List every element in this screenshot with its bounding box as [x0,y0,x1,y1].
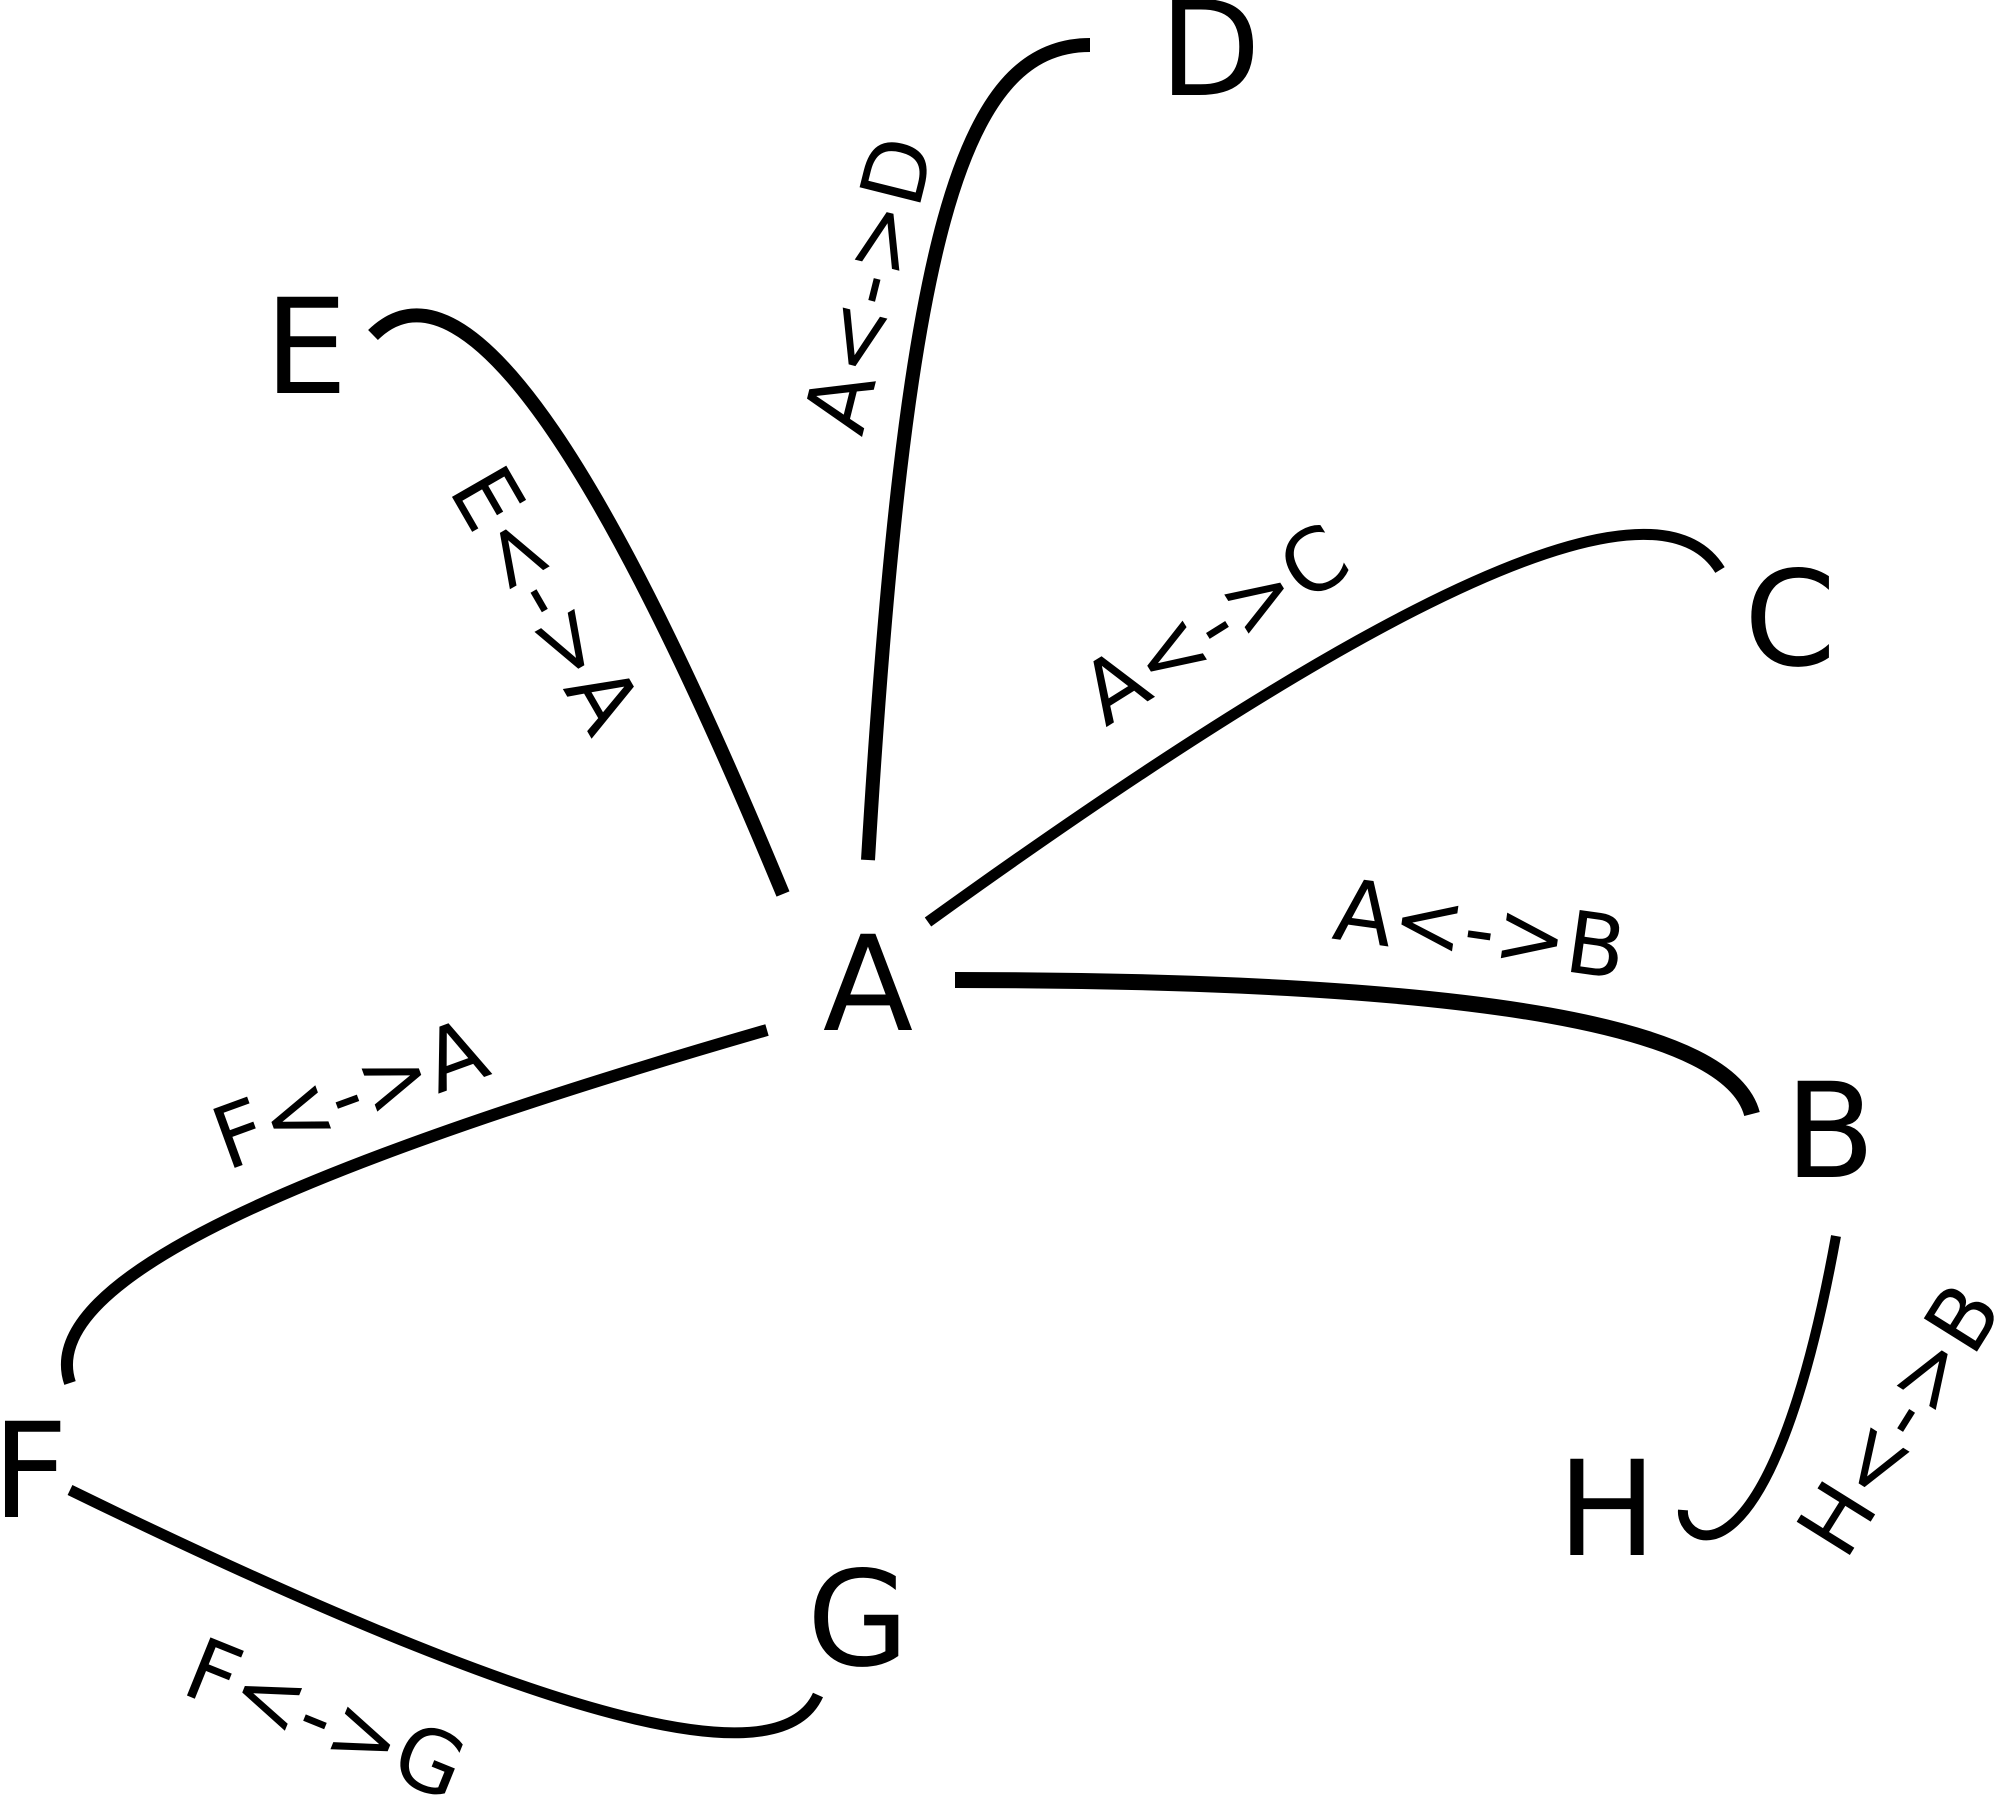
node-h-label: H [1557,1433,1656,1587]
node-d-label: D [1159,0,1261,127]
edge-f-a [60,1024,769,1385]
edge-a-d [861,38,1091,861]
node-c-label: C [1744,543,1836,697]
node-b-label: B [1785,1055,1876,1209]
edge-a-c [924,528,1725,927]
node-f-label: F [0,1395,68,1549]
edge-e-a [368,308,790,897]
edge-h-b [1677,1235,1841,1541]
node-a-label: A [823,908,913,1062]
node-e-label: E [264,271,347,425]
node-g-label: G [807,1543,909,1697]
edge-a-b [954,972,1760,1117]
edge-f-g [67,1485,824,1739]
